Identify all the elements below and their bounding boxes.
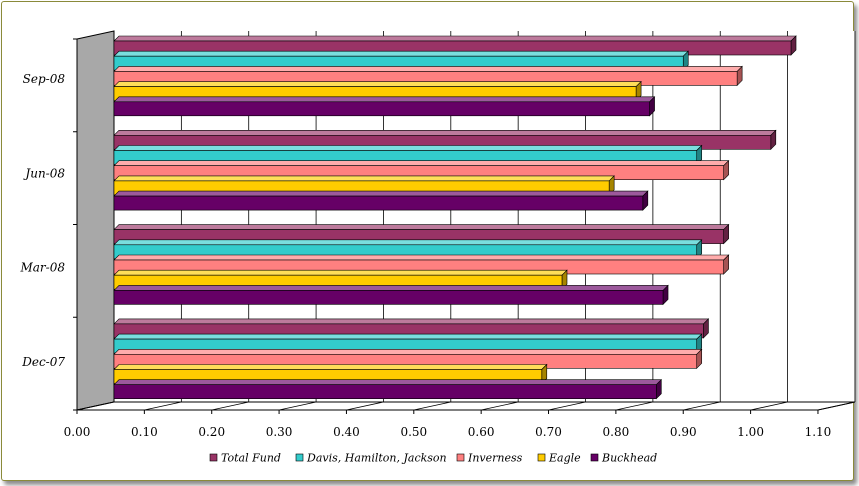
bar-top-face xyxy=(113,175,615,182)
legend-swatch xyxy=(295,453,304,462)
legend-item: Davis, Hamilton, Jackson xyxy=(295,452,447,465)
legend-swatch xyxy=(456,453,465,462)
x-tick-label: 0.70 xyxy=(535,425,562,439)
bar-top-face xyxy=(113,379,663,386)
legend-label: Davis, Hamilton, Jackson xyxy=(306,452,447,465)
bar-top-face xyxy=(113,224,730,230)
bar-top-face xyxy=(113,239,703,246)
y-axis: Dec-07 Mar-08 Jun-08 Sep-08 xyxy=(19,38,78,411)
bar xyxy=(113,195,644,211)
bar-top-face xyxy=(113,130,777,136)
x-axis: 0.00 0.10 0.20 0.30 0.40 0.50 0.60 0.70 0.80 0.90… xyxy=(64,409,832,439)
bar-top-face xyxy=(113,35,797,42)
back-wall xyxy=(114,31,855,402)
x-floor-gridline xyxy=(750,401,788,411)
legend-label: Total Fund xyxy=(221,452,281,465)
legend-item: Buckhead xyxy=(590,452,657,465)
x-tick-label: 0.40 xyxy=(333,425,360,439)
x-tick-label: 0.90 xyxy=(670,425,697,439)
x-floor-gridline xyxy=(346,401,384,411)
bar-top-face xyxy=(113,333,703,340)
x-tick-label: 0.80 xyxy=(603,425,630,439)
x-floor-gridline xyxy=(817,401,856,411)
bar-top-face xyxy=(113,81,642,87)
x-tick-label: 0.50 xyxy=(400,425,427,439)
x-tick-label: 0.20 xyxy=(198,425,225,439)
legend-item: Inverness xyxy=(456,452,523,465)
y-tick-label: Mar-08 xyxy=(19,261,65,275)
x-floor-gridline xyxy=(144,401,182,411)
x-tick-label: 0.00 xyxy=(64,425,91,439)
bar-top-face xyxy=(113,285,669,291)
bar-top-face xyxy=(113,145,703,151)
bar-top-face xyxy=(113,190,649,197)
y-tick-label: Dec-07 xyxy=(21,355,65,369)
legend-label: Buckhead xyxy=(601,452,657,465)
legend: Total Fund Davis, Hamilton, Jackson Invern… xyxy=(209,452,657,465)
y-tick-label: Sep-08 xyxy=(23,72,66,86)
bar-top-face xyxy=(113,348,703,355)
side-wall xyxy=(76,30,115,411)
bar-top-face xyxy=(113,254,730,261)
x-floor-gridline xyxy=(683,401,721,411)
legend-item: Eagle xyxy=(537,452,581,465)
x-floor-gridline xyxy=(615,401,653,411)
bars-layer xyxy=(113,35,797,400)
legend-item: Total Fund xyxy=(209,452,281,465)
x-tick-label: 1.00 xyxy=(737,425,764,439)
x-floor-gridline xyxy=(211,401,249,411)
bar xyxy=(113,384,657,400)
bar-top-face xyxy=(113,66,743,72)
bar xyxy=(113,101,650,117)
x-floor-gridline xyxy=(278,401,317,411)
bar-top-face xyxy=(113,160,730,166)
y-tick-label: Jun-08 xyxy=(22,166,65,180)
legend-label: Inverness xyxy=(467,452,523,465)
x-tick-label: 0.30 xyxy=(266,425,293,439)
bar-top-face xyxy=(113,364,548,370)
x-floor-gridline xyxy=(481,401,519,411)
bar-top-face xyxy=(113,96,656,103)
x-tick-label: 0.60 xyxy=(468,425,495,439)
bar-top-face xyxy=(113,50,689,57)
legend-swatch xyxy=(537,453,546,462)
x-tick-label: 1.10 xyxy=(805,425,832,439)
x-floor-gridline xyxy=(413,401,451,411)
legend-swatch xyxy=(209,453,218,462)
x-floor-gridline xyxy=(548,401,586,411)
bar xyxy=(113,290,664,305)
bar-top-face xyxy=(113,269,568,276)
x-tick-label: 0.10 xyxy=(131,425,158,439)
floor xyxy=(76,401,856,411)
x-floor-gridline xyxy=(76,401,115,411)
legend-label: Eagle xyxy=(548,452,581,465)
legend-swatch xyxy=(590,453,599,462)
bar-top-face xyxy=(113,318,710,325)
